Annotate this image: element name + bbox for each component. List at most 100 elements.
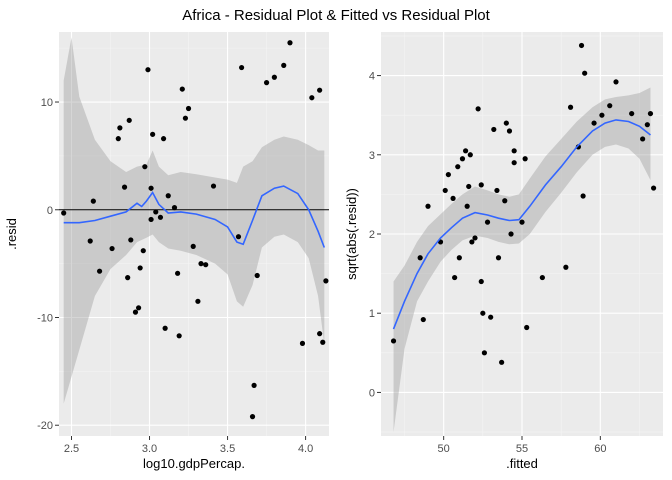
- data-point: [198, 261, 204, 267]
- data-point: [519, 219, 525, 225]
- y-tick-label: 1: [369, 308, 375, 320]
- data-point: [469, 239, 475, 245]
- data-point: [287, 40, 293, 46]
- data-point: [591, 120, 597, 126]
- data-point: [239, 64, 245, 71]
- data-point: [128, 237, 134, 243]
- data-point: [508, 231, 514, 237]
- data-point: [126, 117, 132, 123]
- data-point: [235, 234, 242, 240]
- y-axis-label: .resid: [4, 218, 19, 250]
- data-point: [317, 87, 323, 93]
- data-point: [96, 268, 103, 274]
- data-point: [495, 255, 502, 261]
- data-point: [459, 156, 466, 162]
- data-point: [475, 106, 481, 112]
- data-point: [145, 67, 151, 73]
- data-point: [135, 305, 142, 311]
- data-point: [502, 198, 508, 204]
- data-point: [271, 74, 277, 80]
- y-tick-label: -20: [37, 420, 53, 432]
- data-point: [142, 164, 148, 170]
- data-point: [176, 333, 182, 339]
- data-point: [148, 185, 154, 191]
- data-point: [499, 359, 505, 365]
- data-point: [582, 70, 588, 76]
- y-tick-label: 0: [47, 205, 53, 217]
- x-tick-label: 4.0: [298, 443, 313, 455]
- x-tick-label: 60: [594, 443, 606, 455]
- data-point: [179, 86, 185, 92]
- data-point: [182, 115, 189, 121]
- data-point: [580, 193, 586, 199]
- data-point: [578, 42, 585, 49]
- data-point: [503, 120, 509, 126]
- data-point: [511, 148, 517, 154]
- data-point: [61, 210, 67, 216]
- data-point: [478, 182, 484, 188]
- y-tick-label: -10: [37, 312, 53, 324]
- data-point: [445, 171, 451, 178]
- data-point: [522, 156, 528, 162]
- figure-title: Africa - Residual Plot & Fitted vs Resid…: [182, 7, 490, 24]
- x-tick-label: 2.5: [64, 443, 79, 455]
- data-point: [90, 198, 96, 204]
- data-point: [132, 309, 139, 315]
- data-point: [484, 219, 491, 225]
- data-point: [263, 80, 270, 86]
- data-point: [629, 110, 635, 117]
- y-tick-label: 10: [41, 97, 53, 109]
- y-tick-label: 2: [369, 229, 375, 241]
- x-axis-label: log10.gdpPercap.: [143, 456, 245, 471]
- data-point: [249, 414, 256, 420]
- data-point: [299, 340, 306, 346]
- data-point: [640, 136, 646, 142]
- data-point: [464, 203, 470, 209]
- data-point: [137, 265, 143, 271]
- data-point: [140, 248, 146, 254]
- confidence-band: [63, 37, 325, 404]
- data-point: [506, 128, 513, 134]
- data-point: [162, 325, 168, 331]
- residual-plot: 2.5 3.0 3.5 4.0 -20 -10 0 10 log10.gdpPercap. .re…: [4, 32, 329, 471]
- data-point: [153, 209, 159, 215]
- data-point: [524, 324, 530, 331]
- data-point: [644, 122, 650, 128]
- data-point: [472, 235, 478, 241]
- data-point: [450, 195, 456, 201]
- data-point: [463, 148, 469, 154]
- data-point: [420, 316, 426, 323]
- data-point: [480, 310, 486, 316]
- data-point: [599, 112, 605, 118]
- y-axis-label: sqrt(abs(.resid)): [344, 188, 359, 280]
- data-point: [171, 205, 178, 211]
- data-point: [150, 131, 156, 137]
- data-point: [488, 314, 494, 320]
- data-point: [203, 262, 209, 268]
- data-point: [425, 203, 431, 209]
- y-tick-label: 0: [369, 387, 375, 399]
- fitted-vs-residual-plot: 50 55 60 0 1 2 3 4 .fitted sqrt(abs(.resid)): [344, 32, 663, 471]
- x-tick-label: 50: [438, 443, 450, 455]
- data-point: [491, 126, 497, 133]
- data-point: [157, 214, 164, 220]
- data-point: [467, 152, 473, 158]
- data-point: [185, 105, 192, 112]
- data-point: [478, 278, 484, 285]
- data-point: [455, 164, 461, 170]
- data-point: [651, 185, 657, 191]
- data-point: [117, 125, 123, 131]
- data-point: [563, 264, 569, 270]
- data-point: [251, 382, 257, 388]
- data-point: [281, 62, 287, 68]
- data-point: [317, 331, 323, 337]
- data-point: [160, 136, 167, 142]
- data-point: [567, 104, 574, 110]
- data-point: [466, 183, 472, 190]
- data-point: [417, 255, 423, 261]
- data-point: [210, 183, 217, 189]
- data-point: [452, 274, 458, 281]
- data-point: [456, 255, 462, 261]
- data-point: [320, 339, 326, 345]
